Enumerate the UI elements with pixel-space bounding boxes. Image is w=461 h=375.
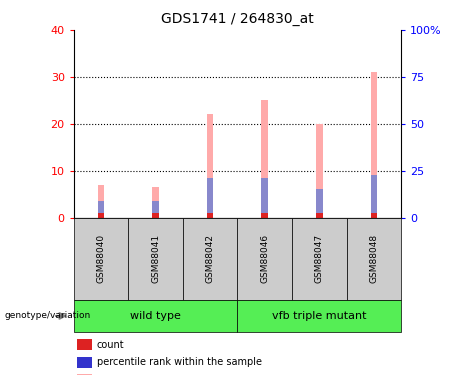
Text: GSM88040: GSM88040 <box>96 234 106 284</box>
Bar <box>237 300 401 332</box>
Text: vfb triple mutant: vfb triple mutant <box>272 311 366 321</box>
Bar <box>74 217 128 300</box>
Bar <box>77 357 92 368</box>
Bar <box>98 201 104 217</box>
Bar <box>316 213 323 217</box>
Bar <box>292 217 347 300</box>
Bar <box>152 213 159 217</box>
Bar <box>207 178 213 218</box>
Bar <box>371 176 377 217</box>
Bar <box>183 217 237 300</box>
Bar <box>261 100 268 218</box>
Title: GDS1741 / 264830_at: GDS1741 / 264830_at <box>161 12 314 26</box>
Bar <box>152 187 159 218</box>
Text: percentile rank within the sample: percentile rank within the sample <box>97 357 262 368</box>
Bar <box>207 114 213 218</box>
Text: GSM88042: GSM88042 <box>206 234 215 283</box>
Bar <box>261 178 268 218</box>
Bar <box>74 300 237 332</box>
Bar <box>237 217 292 300</box>
Bar <box>316 124 323 218</box>
Bar <box>371 213 377 217</box>
Text: GSM88046: GSM88046 <box>260 234 269 284</box>
Bar <box>128 217 183 300</box>
Bar <box>77 339 92 350</box>
Text: wild type: wild type <box>130 311 181 321</box>
Bar <box>261 213 268 217</box>
Text: GSM88041: GSM88041 <box>151 234 160 284</box>
Bar <box>98 213 104 217</box>
Text: genotype/variation: genotype/variation <box>5 311 91 320</box>
Bar <box>347 217 401 300</box>
Bar <box>98 185 104 218</box>
Bar <box>152 201 159 217</box>
Bar <box>207 213 213 217</box>
Bar <box>371 72 377 217</box>
Text: count: count <box>97 339 124 350</box>
Text: GSM88048: GSM88048 <box>369 234 378 284</box>
Bar <box>316 189 323 217</box>
Text: GSM88047: GSM88047 <box>315 234 324 284</box>
